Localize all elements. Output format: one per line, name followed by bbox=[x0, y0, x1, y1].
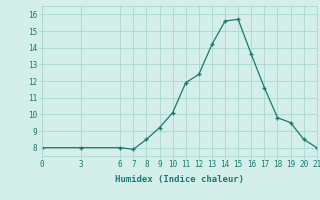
X-axis label: Humidex (Indice chaleur): Humidex (Indice chaleur) bbox=[115, 175, 244, 184]
